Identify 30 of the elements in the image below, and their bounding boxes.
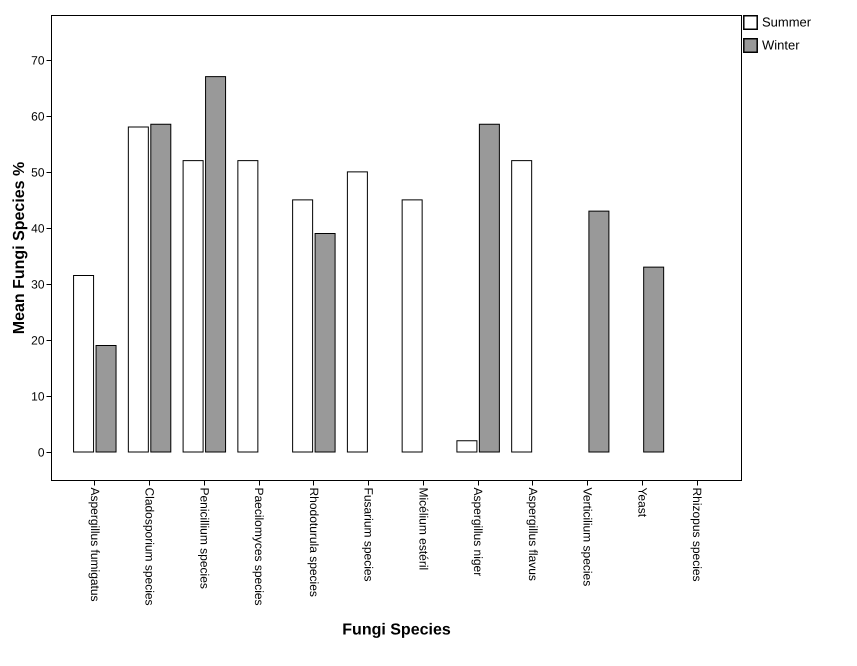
- legend-label: Summer: [762, 14, 812, 30]
- bar: [402, 199, 423, 452]
- y-tick-label: 30: [31, 277, 45, 292]
- x-tick-label: Rhizopus species: [690, 488, 704, 582]
- x-tick-label: Rhodoturula species: [306, 488, 321, 597]
- x-tick-label: Penicillium species: [197, 488, 212, 589]
- y-tick-label: 0: [38, 445, 45, 460]
- x-tick-label: Aspergillus niger: [471, 488, 486, 576]
- bar: [588, 210, 610, 452]
- bar: [643, 266, 664, 452]
- y-tick-label: 20: [31, 333, 45, 348]
- y-tick-label: 60: [31, 109, 45, 124]
- legend-label: Winter: [762, 38, 800, 52]
- x-tick-label: Micélium estéril: [416, 488, 430, 570]
- x-tick-label: Aspergillus flavus: [526, 488, 540, 581]
- y-tick-label: 50: [31, 165, 45, 180]
- x-tick-label: Yeast: [635, 488, 650, 518]
- y-axis-title: Mean Fungi Species %: [11, 162, 28, 334]
- bar: [237, 160, 258, 452]
- y-tick-label: 70: [31, 53, 45, 68]
- y-tick-label: 40: [31, 221, 45, 236]
- bar: [511, 160, 532, 452]
- x-tick-label: Aspergillus fumigatus: [88, 488, 102, 602]
- x-tick-label: Paecilomyces species: [252, 488, 266, 606]
- y-tick-label: 10: [31, 389, 45, 404]
- x-tick-label: Cladosporium species: [142, 488, 157, 606]
- x-axis-title: Fungi Species: [342, 622, 451, 639]
- x-tick-label: Fusarium species: [362, 488, 376, 582]
- bar: [346, 171, 368, 452]
- x-tick-label: Verticilium species: [580, 488, 595, 586]
